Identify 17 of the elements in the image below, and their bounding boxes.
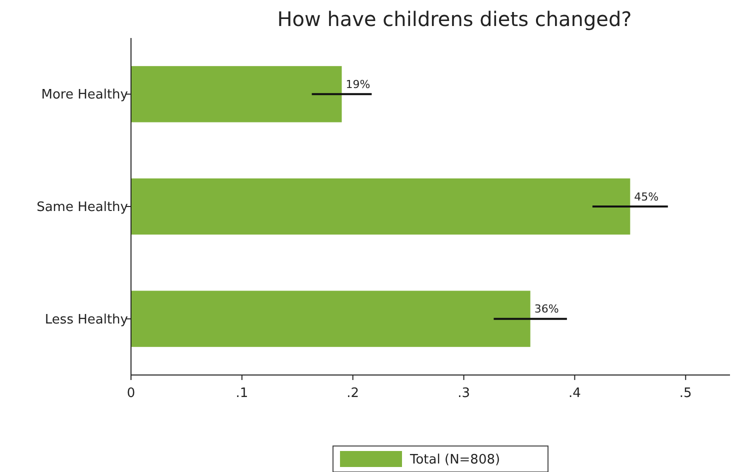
bar [131, 290, 530, 347]
y-tick-label: More Healthy [41, 88, 128, 103]
bar [131, 66, 342, 122]
x-tick-label: .3 [458, 386, 470, 401]
data-label: 36% [534, 302, 559, 316]
x-tick-label: 0 [126, 386, 136, 401]
data-label: 19% [346, 78, 370, 92]
x-tick-label: .5 [679, 386, 692, 401]
y-tick-label: Less Healthy [44, 312, 128, 328]
legend-label: Total (N=808) [409, 452, 500, 468]
y-tick-label: Same Healthy [36, 200, 128, 216]
x-tick-label: .4 [568, 386, 581, 401]
x-tick-label: .2 [346, 386, 360, 401]
x-tick-label: .1 [236, 386, 248, 401]
chart-title: How have childrens diets changed? [277, 7, 632, 31]
data-label: 45% [634, 190, 659, 204]
bar [131, 178, 630, 235]
